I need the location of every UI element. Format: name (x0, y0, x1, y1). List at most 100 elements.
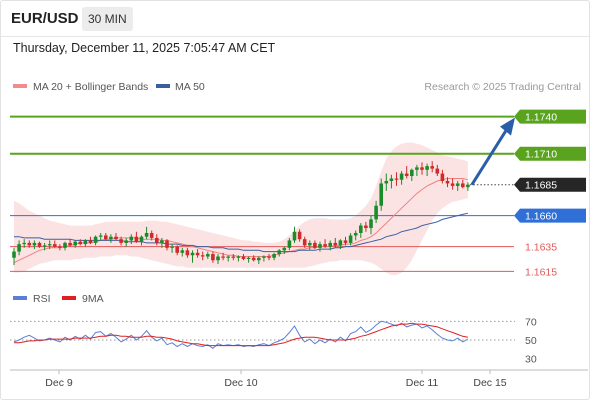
level-lines (10, 115, 514, 272)
candle-body (410, 169, 414, 177)
candle (466, 182, 470, 191)
candle (114, 232, 118, 241)
candle (364, 221, 368, 232)
candle-body (206, 254, 210, 257)
rsi-grid: 30 50 70 (10, 316, 537, 366)
candle-body (185, 250, 190, 256)
candle-body (42, 245, 47, 247)
candle (88, 236, 93, 245)
candle (338, 239, 343, 250)
candle (257, 256, 261, 264)
candle (211, 251, 215, 263)
candle-body (134, 236, 139, 242)
candle (389, 174, 394, 189)
candle-body (241, 256, 246, 259)
candle-body (37, 242, 42, 247)
forecast-arrow-head (500, 117, 515, 136)
candle-body (323, 244, 327, 247)
candle-body (12, 251, 16, 258)
legend-ma50-label: MA 50 (175, 81, 205, 93)
candle-body (155, 237, 159, 243)
candle-body (175, 246, 179, 253)
candle (302, 236, 307, 248)
level-tag-1.1710 (514, 146, 586, 161)
candle (42, 242, 47, 251)
candle (63, 241, 67, 251)
candle (251, 255, 256, 262)
candle-body (53, 244, 57, 247)
candle-body (425, 166, 429, 170)
candle-body (343, 240, 348, 243)
candle (246, 256, 251, 263)
candle-body (394, 178, 399, 180)
candle (455, 180, 460, 191)
x-axis: Dec 9 Dec 10 Dec 11 Dec 15 (45, 370, 507, 389)
candle (155, 234, 159, 246)
candle-body (144, 232, 149, 237)
candle (221, 252, 225, 261)
candle (241, 254, 246, 261)
candle (73, 240, 77, 248)
candle (226, 255, 230, 262)
candle (384, 173, 389, 191)
candle (399, 171, 404, 185)
candle (160, 237, 164, 248)
candle (440, 169, 445, 184)
candle-body (292, 231, 297, 241)
forecast-arrow-shaft (470, 129, 508, 186)
candle-body (318, 244, 322, 248)
candle (22, 239, 26, 248)
timeframe-button[interactable]: 30 MIN (82, 7, 133, 31)
chart-header: EUR/USD 30 MIN (0, 0, 590, 37)
candle-body (333, 242, 338, 246)
candle (313, 240, 317, 250)
candle (318, 241, 322, 252)
candle (119, 236, 123, 246)
level-label-1.1660: 1.1660 (525, 211, 557, 223)
candle-body (359, 225, 363, 233)
candle (379, 178, 383, 211)
candle-body (236, 256, 241, 258)
candle (53, 240, 57, 248)
candle-body (435, 168, 440, 174)
candle (93, 235, 98, 246)
candle (144, 226, 149, 240)
candle-body (404, 173, 409, 177)
candle (124, 237, 128, 247)
level-label-1.1685: 1.1685 (525, 180, 557, 192)
legend-bands-label: MA 20 + Bollinger Bands (33, 81, 148, 93)
candle (374, 200, 378, 224)
candle (68, 239, 72, 247)
candle (267, 254, 271, 261)
candle-body (257, 257, 261, 261)
candle (195, 249, 200, 258)
candle (353, 230, 358, 241)
candle-body (216, 256, 220, 261)
candle-body (104, 235, 108, 240)
candle-body (415, 167, 419, 170)
candle-body (139, 236, 144, 242)
candle-body (440, 173, 445, 181)
candle (308, 240, 312, 251)
candle (445, 177, 450, 188)
candle-body (17, 244, 21, 252)
candle-body (114, 236, 118, 240)
chart-datetime: Thursday, December 11, 2025 7:05:47 AM C… (13, 41, 276, 55)
rsi-tick-70: 70 (525, 316, 537, 328)
candle-body (246, 257, 251, 259)
candle (333, 237, 338, 248)
candle (262, 255, 266, 262)
candle-body (221, 256, 225, 258)
candle (129, 234, 134, 245)
candle-body (27, 242, 32, 246)
candle (27, 240, 32, 248)
candle (420, 162, 424, 175)
candle (277, 249, 281, 257)
candle-body (364, 225, 368, 229)
candle (292, 226, 297, 243)
candle (369, 215, 373, 235)
candle-body (302, 239, 307, 246)
symbol-title: EUR/USD (11, 10, 79, 27)
candle-body (374, 205, 378, 220)
candle-body (129, 236, 134, 241)
